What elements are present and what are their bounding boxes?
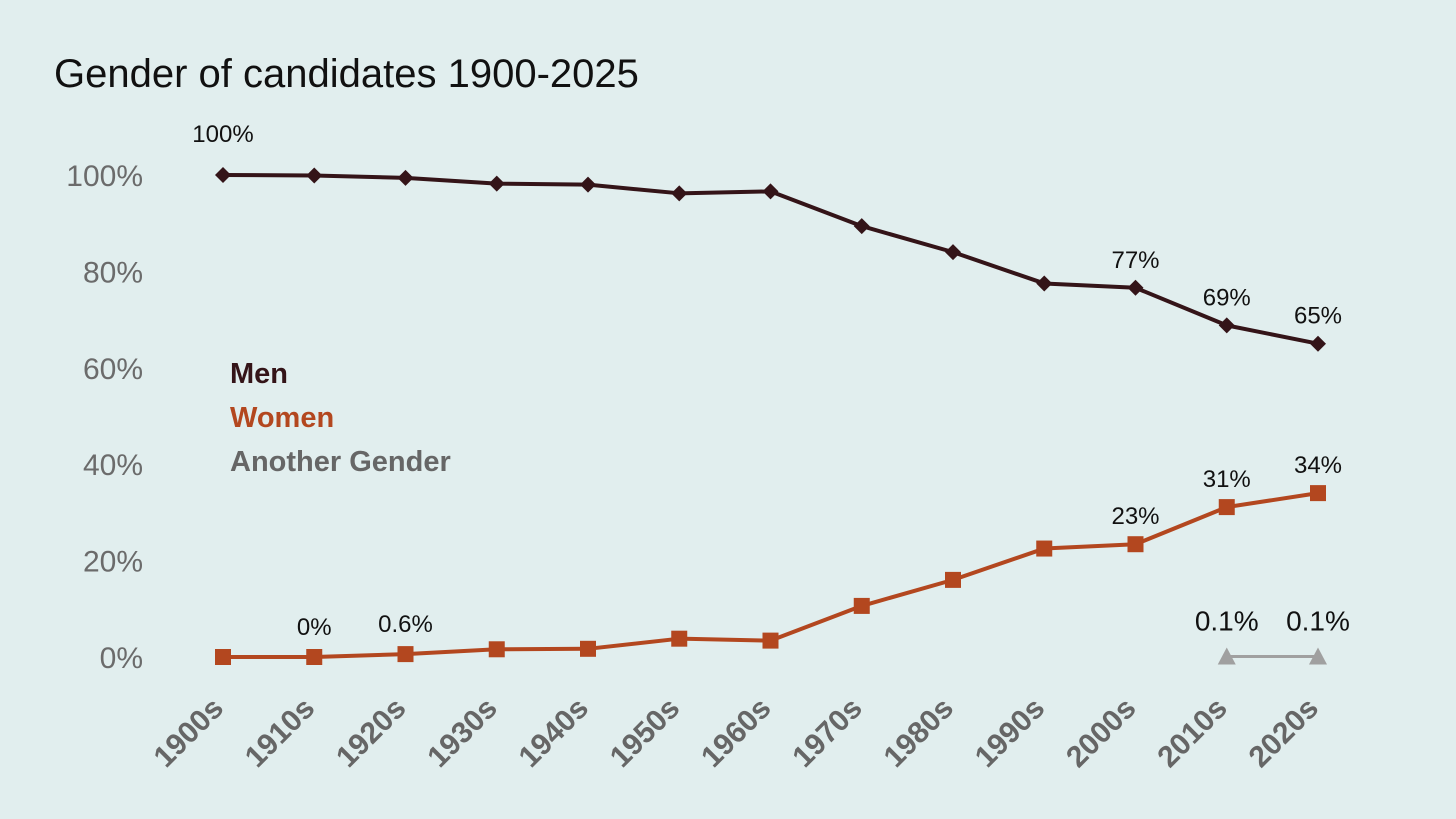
marker-men	[1127, 279, 1144, 296]
marker-women	[1310, 485, 1326, 502]
x-tick-label: 2020s	[1243, 692, 1325, 774]
marker-another-gender	[1309, 647, 1327, 665]
x-tick-label: 1990s	[969, 692, 1051, 774]
marker-another-gender	[1217, 647, 1236, 665]
x-tick-label: 1980s	[878, 692, 960, 774]
marker-women	[762, 632, 779, 649]
marker-women	[488, 641, 505, 658]
x-tick-label: 1900s	[148, 692, 230, 774]
y-tick-label: 60%	[83, 353, 143, 386]
data-label: 69%	[1203, 284, 1251, 311]
marker-men	[945, 244, 961, 261]
marker-men	[1036, 275, 1053, 292]
marker-women	[945, 571, 961, 588]
x-tick-label: 1970s	[786, 692, 868, 774]
data-label: 0.1%	[1195, 606, 1259, 637]
legend: Men Women Another Gender	[230, 352, 451, 484]
marker-men	[671, 185, 688, 202]
marker-men	[215, 167, 231, 183]
data-label: 77%	[1111, 247, 1159, 274]
legend-men: Men	[230, 358, 288, 390]
marker-women	[1036, 540, 1053, 557]
marker-men	[397, 169, 414, 186]
legend-women: Women	[230, 402, 335, 434]
chart-title: Gender of candidates 1900-2025	[54, 52, 639, 96]
marker-men	[1218, 317, 1235, 334]
data-label: 31%	[1203, 466, 1251, 493]
data-label: 23%	[1111, 503, 1159, 530]
data-label: 0.6%	[378, 611, 433, 638]
y-tick-label: 100%	[66, 160, 143, 193]
y-tick-label: 80%	[83, 256, 143, 289]
y-tick-label: 40%	[83, 449, 143, 482]
marker-men	[853, 218, 870, 235]
marker-women	[1218, 499, 1235, 516]
x-tick-label: 1960s	[695, 692, 777, 774]
marker-women	[215, 649, 231, 665]
marker-women	[1127, 536, 1144, 553]
x-tick-label: 1910s	[239, 692, 321, 774]
marker-women	[397, 646, 414, 663]
data-label: 65%	[1294, 303, 1342, 330]
x-tick-label: 1930s	[421, 692, 503, 774]
x-tick-label: 1950s	[604, 692, 686, 774]
marker-men	[306, 167, 323, 184]
x-tick-label: 1920s	[330, 692, 412, 774]
x-tick-label: 1940s	[513, 692, 595, 774]
marker-women	[306, 649, 323, 665]
data-label: 0.1%	[1286, 606, 1350, 637]
marker-women	[580, 640, 596, 657]
legend-another-gender: Another Gender	[230, 446, 451, 478]
marker-women	[853, 597, 870, 614]
y-tick-label: 20%	[83, 546, 143, 579]
data-label: 34%	[1294, 452, 1342, 479]
x-tick-label: 2010s	[1151, 692, 1233, 774]
x-tick-label: 2000s	[1060, 692, 1142, 774]
data-label: 0%	[297, 614, 332, 641]
marker-men	[488, 175, 505, 192]
marker-men	[580, 176, 596, 193]
marker-men	[762, 183, 779, 200]
data-label: 100%	[192, 121, 253, 148]
marker-women	[671, 630, 688, 647]
marker-men	[1310, 335, 1326, 352]
y-tick-label: 0%	[100, 642, 143, 675]
